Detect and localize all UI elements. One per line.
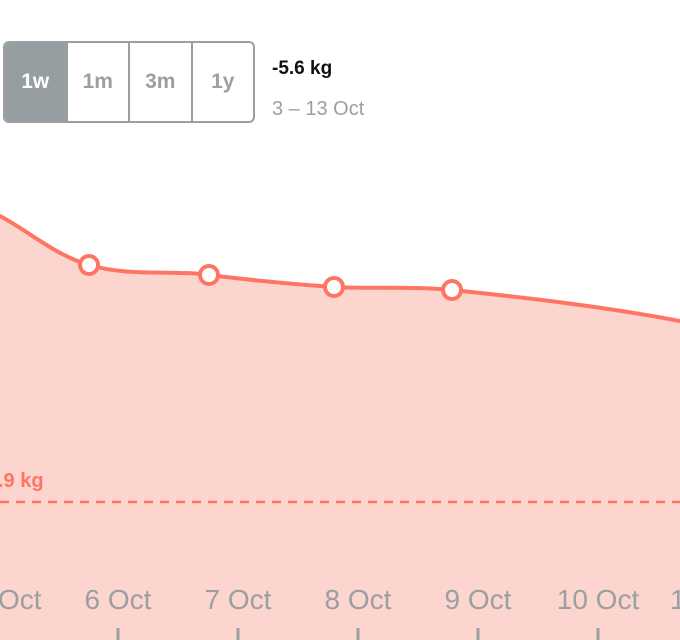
x-label-10-oct: 10 Oct <box>557 584 640 615</box>
period-selector: 1w 1m 3m 1y <box>3 41 255 123</box>
weight-summary: -5.6 kg 3 – 13 Oct <box>272 56 364 122</box>
period-option-3m[interactable]: 3m <box>128 43 191 121</box>
x-label-6-oct: 6 Oct <box>85 584 152 615</box>
goal-label: .9 kg <box>0 470 44 492</box>
x-label-11-oct: 1 <box>670 584 680 615</box>
data-point-9-oct[interactable] <box>441 279 463 301</box>
period-option-1y[interactable]: 1y <box>190 43 254 121</box>
weight-change: -5.6 kg <box>272 58 333 79</box>
period-option-1m[interactable]: 1m <box>65 43 129 121</box>
data-point-7-oct[interactable] <box>198 264 220 286</box>
data-point-8-oct[interactable] <box>323 276 345 298</box>
date-range: 3 – 13 Oct <box>272 98 365 120</box>
area-fill <box>0 216 680 640</box>
data-point-6-oct[interactable] <box>78 254 100 276</box>
x-label-7-oct: 7 Oct <box>205 584 272 615</box>
x-label-8-oct: 8 Oct <box>325 584 392 615</box>
period-option-1w[interactable]: 1w <box>5 43 66 121</box>
x-label-9-oct: 9 Oct <box>445 584 512 615</box>
x-label-5-oct: Oct <box>0 584 42 615</box>
